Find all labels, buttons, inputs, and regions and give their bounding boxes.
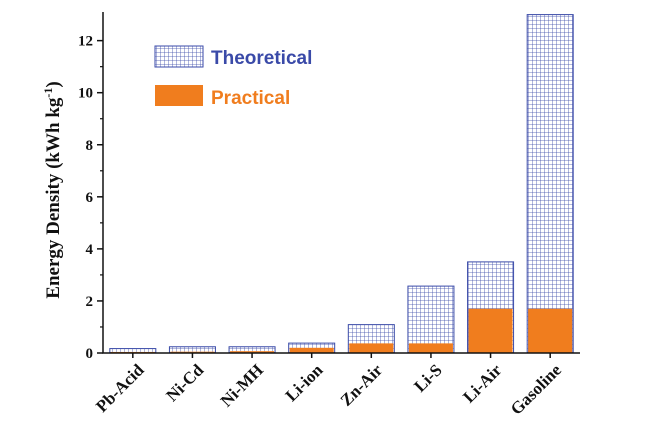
legend-label-theoretical: Theoretical	[211, 48, 312, 69]
x-category-label-pb-acid: Pb-Acid	[92, 360, 148, 416]
y-axis-title: Energy Density (kWh kg-1)	[41, 81, 64, 298]
x-category-label-li-s: Li-S	[410, 360, 445, 395]
y-tick-label-8: 8	[86, 138, 94, 154]
y-tick-label-12: 12	[78, 34, 93, 50]
bar-practical-zn-air	[349, 343, 394, 353]
x-category-label-ni-cd: Ni-Cd	[162, 360, 207, 405]
y-tick-label-6: 6	[86, 190, 94, 206]
y-tick-label-2: 2	[86, 294, 94, 310]
y-axis-title-superscript: -1	[41, 88, 55, 98]
y-tick-label-0: 0	[86, 346, 94, 362]
x-category-label-li-ion: Li-ion	[282, 360, 327, 405]
bar-practical-li-s	[408, 343, 453, 353]
legend: Theoretical Practical	[154, 45, 312, 109]
bar-practical-li-ion	[289, 347, 334, 353]
bar-practical-li-air	[468, 308, 513, 353]
legend-swatch-practical	[155, 85, 203, 106]
y-tick-label-4: 4	[86, 242, 94, 258]
bar-practical-gasoline	[528, 308, 573, 353]
x-category-label-zn-air: Zn-Air	[337, 360, 387, 410]
x-category-label-gasoline: Gasoline	[507, 360, 566, 419]
x-category-label-ni-mh: Ni-MH	[217, 360, 267, 410]
bar-theoretical-li-s	[407, 285, 455, 354]
x-category-label-li-air: Li-Air	[459, 360, 505, 406]
legend-swatch-theoretical	[154, 45, 204, 68]
bar-theoretical-gasoline	[526, 14, 574, 354]
y-tick-label-10: 10	[78, 86, 93, 102]
legend-label-practical: Practical	[211, 88, 290, 109]
y-axis-title-main: Energy Density (kWh kg	[43, 97, 64, 299]
y-axis-title-close: )	[43, 81, 64, 87]
bar-practical-ni-mh	[230, 351, 275, 353]
